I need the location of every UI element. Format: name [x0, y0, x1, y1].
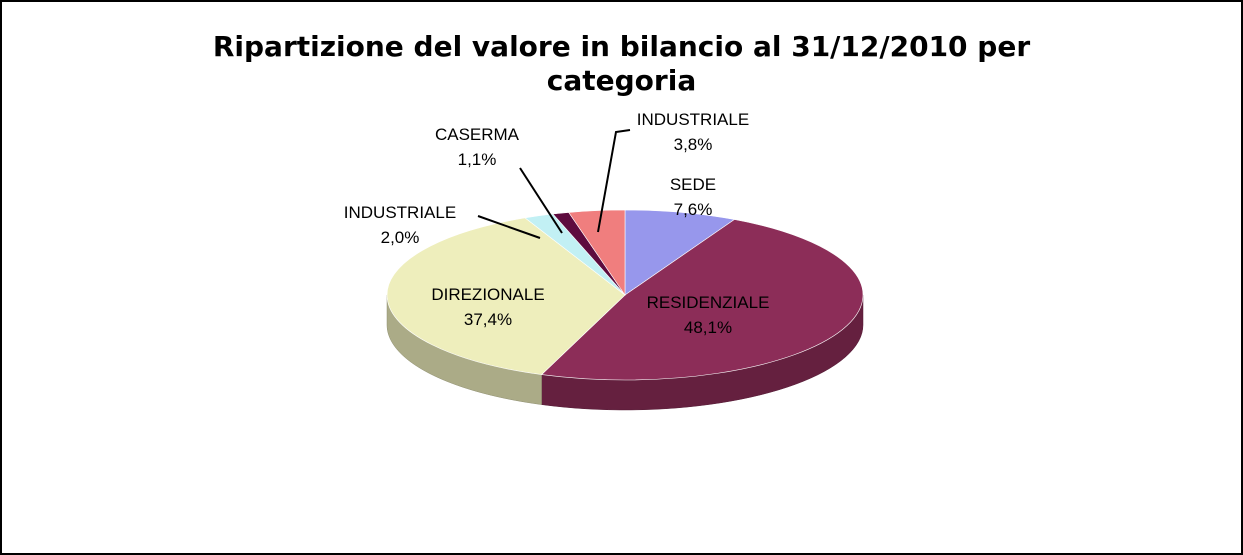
slice-value-label: 3,8%: [674, 135, 713, 154]
slice: [568, 209, 626, 296]
slice: [540, 219, 864, 381]
slice: [624, 209, 736, 296]
slice-value-label: 48,1%: [684, 318, 732, 337]
slice-label: INDUSTRIALE: [637, 110, 749, 129]
slice-label: RESIDENZIALE: [647, 293, 770, 312]
slice-label: CASERMA: [435, 125, 520, 144]
slice-value-label: 37,4%: [464, 310, 512, 329]
slice-value-label: 7,6%: [674, 200, 713, 219]
slice-value-label: 1,1%: [458, 150, 497, 169]
leader-line: [477, 215, 541, 239]
slice-label: INDUSTRIALE: [344, 203, 456, 222]
chart-title: Ripartizione del valore in bilancio al 3…: [212, 30, 1031, 97]
slice-label: SEDE: [670, 175, 716, 194]
leader-line: [597, 129, 631, 233]
slice-label: DIREZIONALE: [431, 285, 544, 304]
slice: [386, 217, 626, 375]
leader-line: [519, 167, 563, 234]
slice-value-label: 2,0%: [381, 228, 420, 247]
